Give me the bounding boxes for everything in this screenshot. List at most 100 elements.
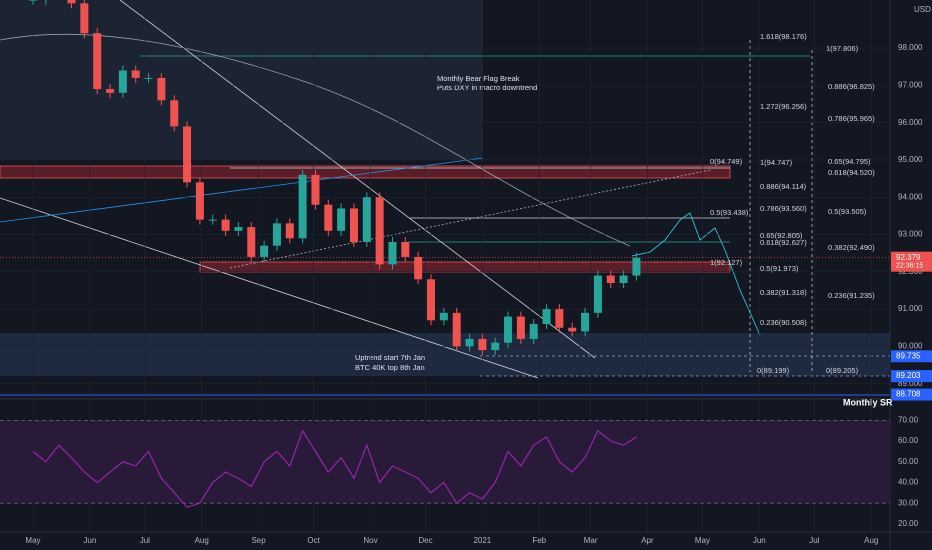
y-tick-label: 95.000 xyxy=(898,155,923,164)
y-tick-label: 96.000 xyxy=(898,118,923,127)
moving-average xyxy=(0,33,631,247)
y-tick-label: 97.000 xyxy=(898,80,923,89)
candle-body xyxy=(606,275,615,284)
x-tick-label: Apr xyxy=(641,536,654,545)
candle-body xyxy=(529,324,538,339)
candle-body xyxy=(581,312,590,332)
candle-body xyxy=(388,241,397,265)
x-tick-label: Sep xyxy=(251,536,266,545)
x-tick-label: Nov xyxy=(363,536,377,545)
candle-body xyxy=(452,312,461,347)
x-tick-label: May xyxy=(25,536,40,545)
fib-label: 0(94.749) xyxy=(710,157,743,166)
candle-body xyxy=(208,219,217,221)
candle-body xyxy=(414,256,423,280)
x-tick-label: May xyxy=(695,536,710,545)
fib-label: 0.5(93.505) xyxy=(828,207,867,216)
candle-body xyxy=(593,275,602,313)
fib-label: 0(89.199) xyxy=(757,366,790,375)
last-price-label: 92.379 xyxy=(896,253,921,262)
rsi-tick-label: 70.00 xyxy=(898,415,919,424)
candle-body xyxy=(555,309,564,328)
candle-body xyxy=(375,197,384,265)
candle-body xyxy=(106,89,115,93)
x-tick-label: Aug xyxy=(195,536,209,545)
rsi-tick-label: 30.00 xyxy=(898,498,919,507)
candle-body xyxy=(478,338,487,351)
x-tick-label: Mar xyxy=(584,536,598,545)
candle-body xyxy=(311,174,320,205)
x-tick-label: Jun xyxy=(753,536,766,545)
y-tick-label: 98.000 xyxy=(898,43,923,52)
candle-body xyxy=(619,275,628,284)
candle-body xyxy=(542,309,551,325)
candle-body xyxy=(516,316,525,339)
fib-label: 0.886(96.825) xyxy=(828,82,875,91)
rsi-tick-label: 20.00 xyxy=(898,519,919,528)
price-tag xyxy=(891,388,932,401)
candle-body xyxy=(491,342,500,351)
candle-body xyxy=(247,227,256,257)
y-tick-label: 91.000 xyxy=(898,304,923,313)
trend-line xyxy=(119,0,596,359)
support-zone xyxy=(0,333,890,376)
fib-label: 0.786(95.965) xyxy=(828,114,875,123)
fib-label: 0.65(94.795) xyxy=(828,157,871,166)
candle-body xyxy=(93,33,102,90)
x-tick-label: Jun xyxy=(83,536,96,545)
candle-body xyxy=(131,70,140,78)
rsi-tick-label: 60.00 xyxy=(898,436,919,445)
resistance-zone xyxy=(199,261,731,273)
fib-label: 0.236(91.235) xyxy=(828,291,875,300)
candle-body xyxy=(439,312,448,321)
candle-body xyxy=(118,70,127,93)
candle-body xyxy=(324,204,333,231)
x-tick-label: 2021 xyxy=(473,536,491,545)
fib-label: 0.65(92.805) xyxy=(760,231,803,240)
fib-label: 0.618(94.520) xyxy=(828,168,875,177)
x-tick-label: Aug xyxy=(864,536,878,545)
y-tick-label: 90.000 xyxy=(898,342,923,351)
price-tag-label: 89.735 xyxy=(896,351,921,360)
currency-label: USD xyxy=(914,5,931,14)
trend-line xyxy=(0,157,484,223)
candle-body xyxy=(28,0,37,1)
candle-body xyxy=(568,327,577,332)
fib-label: 0.5(93.438) xyxy=(710,208,749,217)
candle-body xyxy=(183,126,192,183)
rsi-tick-label: 50.00 xyxy=(898,457,919,466)
candle-body xyxy=(632,257,641,276)
annotation: Uptrend start 7th Jan xyxy=(355,353,425,362)
rsi-tick-label: 40.00 xyxy=(898,478,919,487)
annotation: Puts DXY in macro downtrend xyxy=(437,83,537,92)
annotation: BTC 40K top 8th Jan xyxy=(355,363,425,372)
fib-label: 1(92.127) xyxy=(710,258,743,267)
candle-body xyxy=(67,0,76,4)
fib-label: 0.618(92.627) xyxy=(760,238,807,247)
last-price-tag xyxy=(891,251,932,272)
candle-body xyxy=(221,219,230,231)
candle-body xyxy=(285,223,294,239)
candle-body xyxy=(170,100,179,127)
price-tag xyxy=(891,350,932,363)
candle-body xyxy=(195,182,204,220)
fib-label: 0.236(90.508) xyxy=(760,318,807,327)
candle-body xyxy=(349,208,358,242)
x-tick-label: Jul xyxy=(809,536,819,545)
candle-body xyxy=(362,197,371,242)
candle-body xyxy=(144,77,153,79)
fib-label: 0(89.205) xyxy=(826,366,859,375)
fib-label: 0.5(91.973) xyxy=(760,264,799,273)
rsi-band xyxy=(0,420,890,504)
candle-body xyxy=(234,227,243,231)
countdown-label: 22:36:15 xyxy=(896,263,923,270)
candle-body xyxy=(504,316,513,343)
candle-body xyxy=(260,245,269,257)
fib-label: 1.272(96.256) xyxy=(760,102,807,111)
price-tag-label: 88.708 xyxy=(896,390,921,399)
fib-label: 0.886(94.114) xyxy=(760,182,807,191)
fib-label: 0.382(91.318) xyxy=(760,288,807,297)
x-tick-label: Dec xyxy=(418,536,432,545)
candle-body xyxy=(427,279,436,321)
candle-body xyxy=(272,223,281,246)
